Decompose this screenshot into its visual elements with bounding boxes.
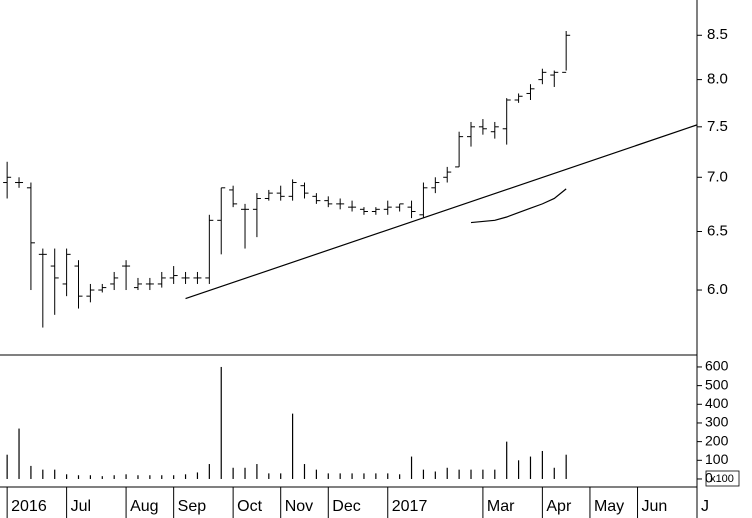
y-tick-label: 8.5: [707, 26, 728, 43]
x-tick-label: May: [594, 498, 624, 515]
x-tick-label: Apr: [546, 498, 572, 515]
x-tick-label: Nov: [285, 498, 313, 515]
y-tick-label: 6.0: [707, 281, 728, 298]
x-tick-label: Mar: [487, 498, 515, 515]
volume-tick-label: 0: [705, 470, 713, 486]
volume-tick-label: 400: [705, 395, 729, 411]
unit-box: [705, 470, 740, 487]
x-tick-label: Oct: [237, 498, 262, 515]
trend-line: [185, 124, 698, 300]
y-tick-label: 7.5: [707, 118, 728, 135]
x-tick-label: Aug: [130, 498, 158, 515]
y-tick-label: 7.0: [707, 168, 728, 185]
x-tick-label: J: [701, 498, 709, 515]
x-tick-label: Jul: [71, 498, 91, 515]
volume-tick-label: 600: [705, 358, 729, 374]
volume-tick-label: 100: [705, 451, 729, 467]
y-tick-label: 8.0: [707, 71, 728, 88]
x-tick-label: 2016: [11, 498, 47, 515]
x-tick-label: Jun: [642, 498, 668, 515]
y-tick-label: 6.5: [707, 222, 728, 239]
volume-unit-label: x100: [710, 473, 734, 485]
volume-tick-label: 500: [705, 376, 729, 392]
x-tick-label: Dec: [332, 498, 360, 515]
volume-tick-label: 300: [705, 414, 729, 430]
x-tick-label: 2017: [392, 498, 428, 515]
volume-tick-label: 200: [705, 432, 729, 448]
x-tick-label: Sep: [178, 498, 207, 515]
trend-line: [470, 188, 567, 224]
